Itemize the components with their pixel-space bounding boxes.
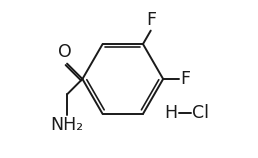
Text: O: O <box>58 43 72 61</box>
Text: Cl: Cl <box>192 104 209 122</box>
Text: NH₂: NH₂ <box>51 116 84 134</box>
Text: H: H <box>164 104 178 122</box>
Text: F: F <box>147 11 157 29</box>
Text: F: F <box>181 70 191 88</box>
